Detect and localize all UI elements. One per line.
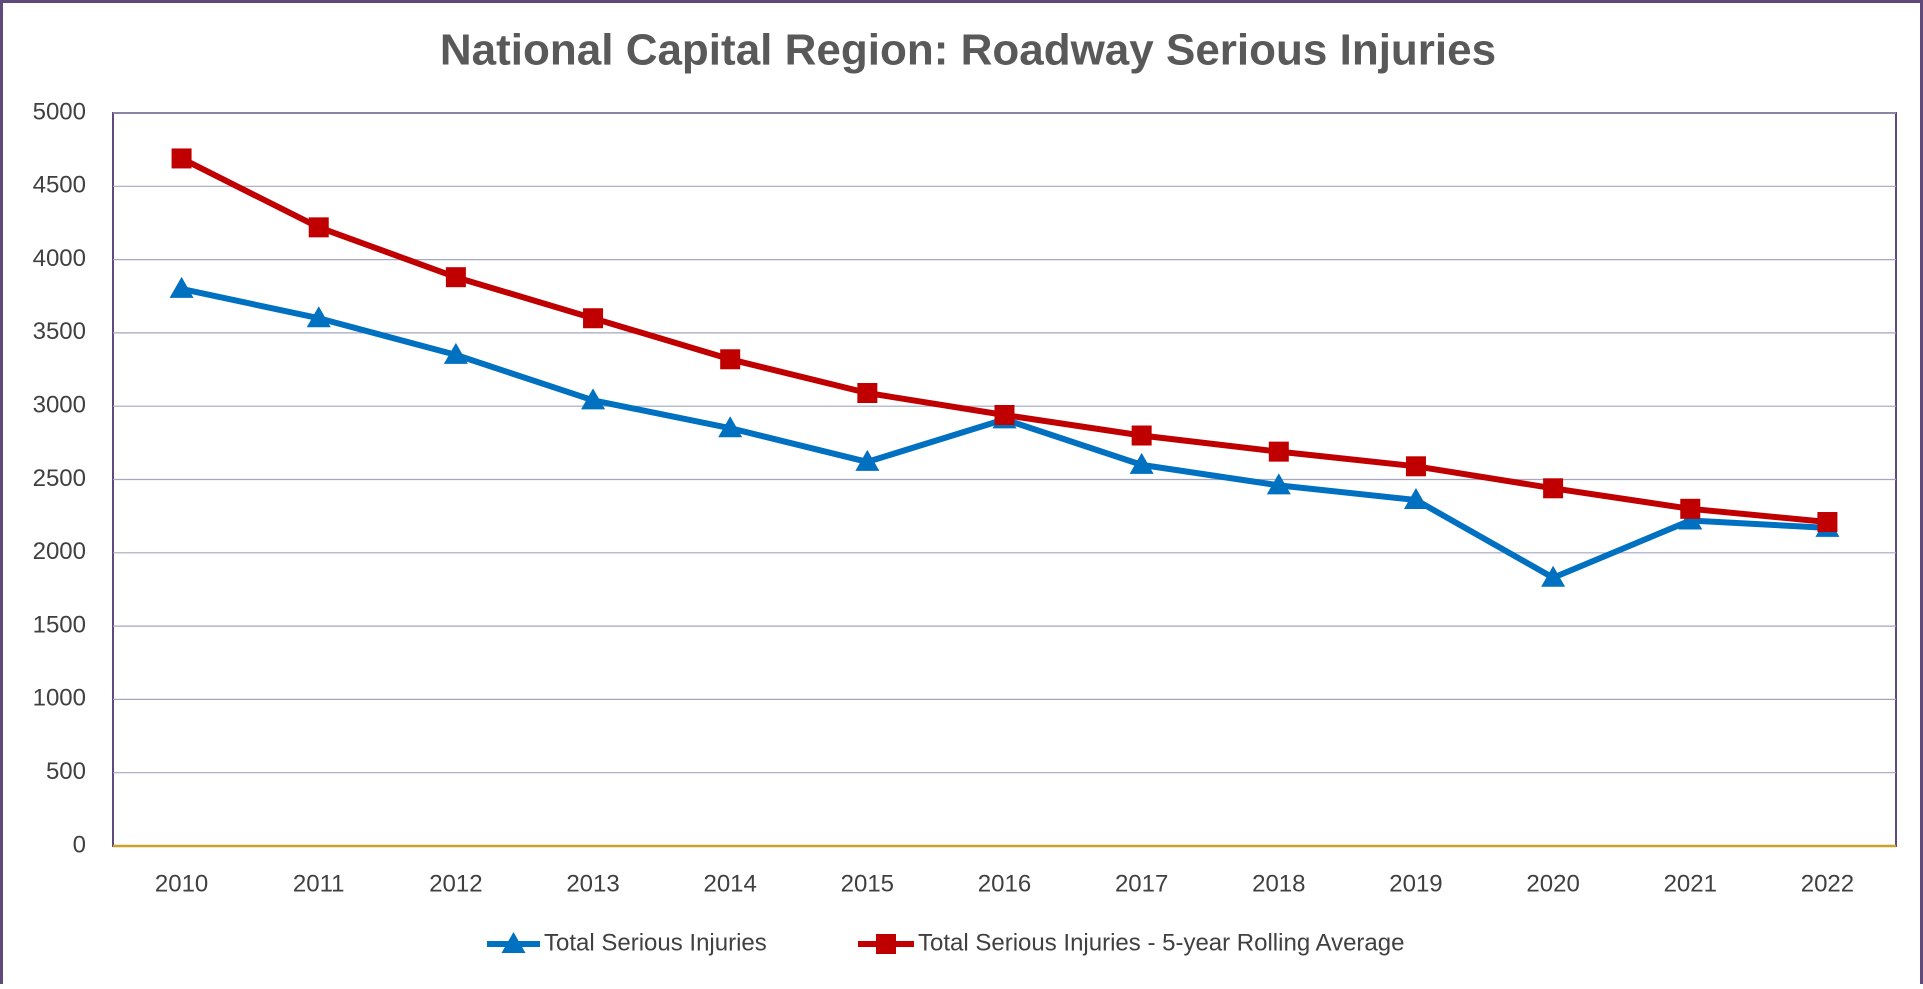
marker (1680, 498, 1701, 519)
legend-marker (501, 932, 526, 953)
legend-label: Total Serious Injuries (544, 929, 767, 956)
y-tick-label: 4000 (33, 245, 86, 272)
marker (1403, 488, 1428, 510)
marker (720, 349, 741, 370)
y-tick-label: 4500 (33, 172, 86, 199)
x-tick-label: 2012 (429, 870, 482, 897)
x-tick-label: 2016 (978, 870, 1031, 897)
marker (1541, 565, 1566, 587)
legend-marker (876, 934, 896, 954)
y-tick-label: 1000 (33, 685, 86, 712)
x-tick-label: 2019 (1389, 870, 1442, 897)
x-tick-label: 2010 (155, 870, 208, 897)
x-tick-label: 2022 (1801, 870, 1854, 897)
legend-label: Total Serious Injuries - 5-year Rolling … (918, 929, 1404, 956)
y-tick-label: 500 (46, 758, 86, 785)
marker (1678, 508, 1703, 530)
y-tick-label: 5000 (33, 98, 86, 125)
x-tick-label: 2011 (293, 870, 345, 897)
x-tick-label: 2013 (566, 870, 619, 897)
marker (1405, 456, 1426, 477)
marker (718, 416, 743, 438)
marker (581, 388, 606, 410)
y-tick-label: 3000 (33, 392, 86, 419)
marker (1817, 512, 1838, 533)
chart-title: National Capital Region: Roadway Serious… (440, 26, 1496, 75)
x-tick-label: 2021 (1664, 870, 1717, 897)
x-tick-label: 2018 (1252, 870, 1305, 897)
marker (1129, 452, 1154, 474)
marker (583, 308, 604, 329)
marker (857, 383, 878, 404)
y-tick-label: 3500 (33, 318, 86, 345)
marker (1131, 425, 1152, 446)
marker (1543, 478, 1564, 499)
marker (171, 148, 192, 169)
marker (1268, 441, 1289, 462)
marker (169, 276, 194, 298)
y-tick-label: 2500 (33, 465, 86, 492)
marker (445, 267, 466, 288)
marker (855, 449, 880, 471)
marker (308, 217, 329, 238)
y-tick-label: 0 (73, 831, 86, 858)
marker (994, 404, 1015, 425)
marker (306, 306, 331, 328)
x-tick-label: 2020 (1526, 870, 1579, 897)
x-tick-label: 2015 (841, 870, 894, 897)
x-tick-label: 2014 (703, 870, 756, 897)
marker (1266, 473, 1291, 495)
marker (443, 342, 468, 364)
y-tick-label: 1500 (33, 611, 86, 638)
y-tick-label: 2000 (33, 538, 86, 565)
x-tick-label: 2017 (1115, 870, 1168, 897)
